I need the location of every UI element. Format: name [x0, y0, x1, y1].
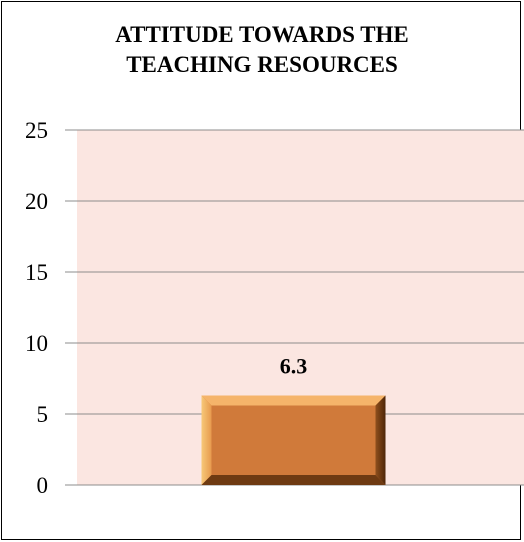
bar-bevel-top — [201, 395, 386, 406]
bar-bevel-left — [201, 395, 212, 485]
chart-title: ATTITUDE TOWARDS THE TEACHING RESOURCES — [0, 20, 524, 80]
bar — [201, 395, 386, 485]
y-tick-label: 5 — [37, 402, 49, 427]
chart-title-line-1: ATTITUDE TOWARDS THE — [115, 22, 409, 47]
y-tick-label: 10 — [25, 331, 48, 356]
y-tick-label: 25 — [25, 118, 48, 143]
data-label: 6.3 — [280, 354, 308, 379]
bar-body — [201, 395, 386, 485]
y-tick-label: 15 — [25, 260, 48, 285]
y-tick-label: 0 — [37, 473, 49, 498]
bar-bevel-right — [375, 395, 386, 485]
bar-bevel-bottom — [201, 475, 386, 485]
y-tick-label: 20 — [25, 189, 48, 214]
chart-title-line-2: TEACHING RESOURCES — [126, 52, 398, 77]
